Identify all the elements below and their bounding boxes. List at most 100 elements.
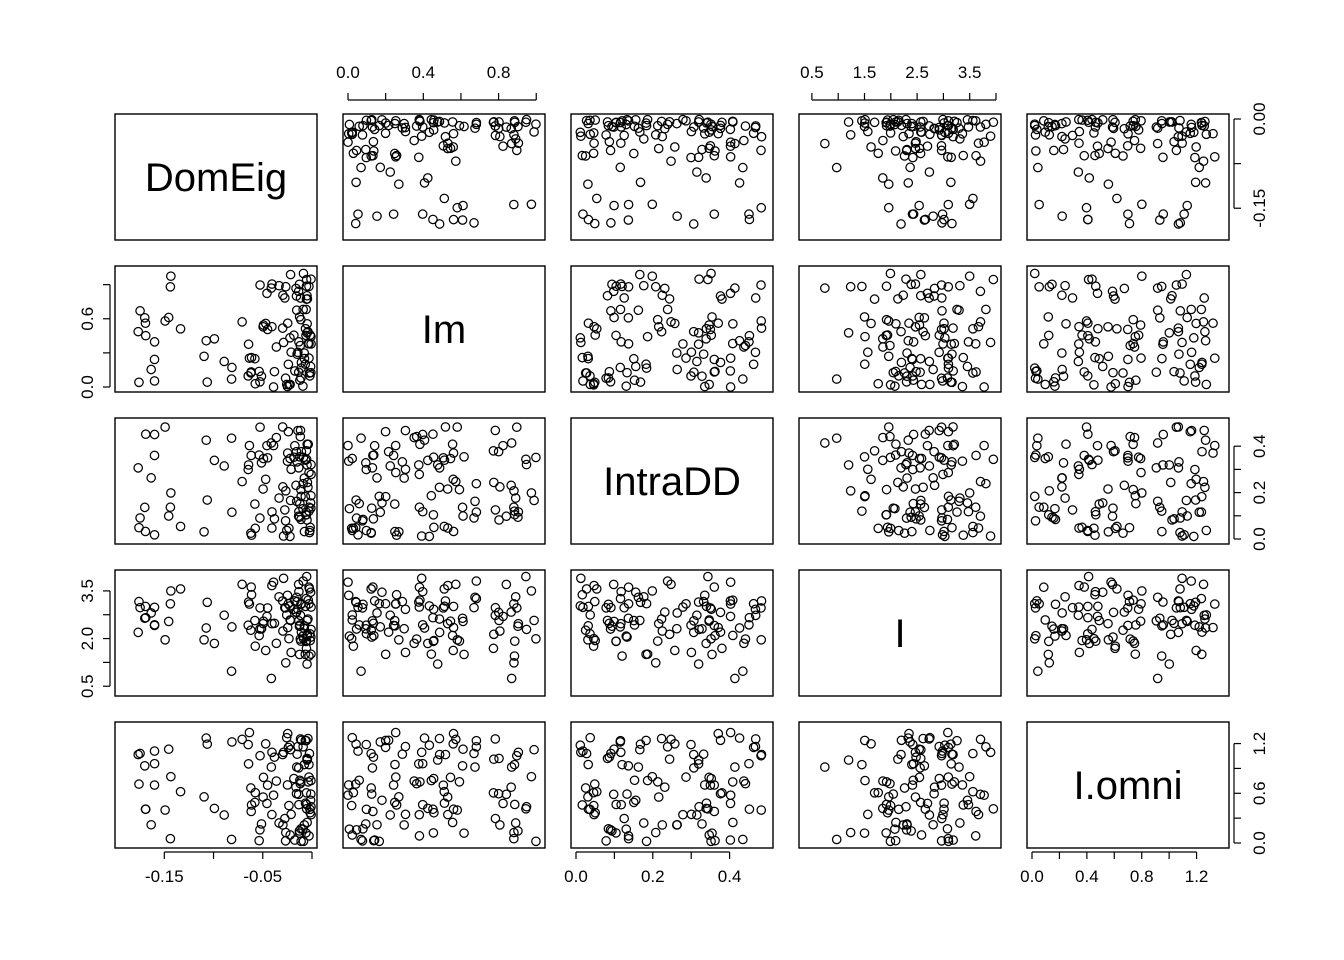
data-point <box>299 621 310 631</box>
data-point <box>294 451 305 462</box>
data-point <box>681 115 691 126</box>
data-point <box>448 128 459 139</box>
data-point <box>1073 356 1084 367</box>
data-point <box>260 474 271 485</box>
data-point <box>903 733 914 743</box>
data-point <box>588 641 599 651</box>
data-point <box>302 290 312 301</box>
data-point <box>608 789 619 800</box>
data-point <box>581 368 592 378</box>
data-point <box>438 780 449 790</box>
data-point <box>367 122 378 132</box>
data-point <box>428 828 439 838</box>
data-point <box>266 673 277 684</box>
data-point <box>988 274 999 285</box>
data-point <box>936 130 947 141</box>
data-point <box>907 354 918 365</box>
data-point <box>227 507 237 518</box>
data-point <box>672 211 683 221</box>
data-point <box>429 522 439 533</box>
data-point <box>938 809 948 820</box>
data-point <box>881 281 892 292</box>
data-point <box>298 452 309 463</box>
data-point <box>226 666 237 677</box>
data-point <box>390 115 401 126</box>
data-point <box>671 348 682 358</box>
data-point <box>1081 634 1092 645</box>
data-point <box>910 747 921 758</box>
data-point <box>1043 117 1054 128</box>
data-point <box>498 440 508 451</box>
data-point <box>949 439 960 450</box>
data-point <box>859 451 870 462</box>
data-point <box>979 382 989 392</box>
data-point <box>509 485 519 496</box>
data-point <box>250 499 260 509</box>
data-point <box>445 772 456 783</box>
data-point <box>924 356 935 367</box>
data-point <box>629 375 640 386</box>
data-point <box>975 476 986 487</box>
data-point <box>744 804 755 815</box>
data-point <box>448 214 459 225</box>
data-point <box>140 429 151 440</box>
data-point <box>911 366 921 377</box>
data-point <box>922 798 933 809</box>
data-point <box>890 381 900 391</box>
data-point <box>283 742 294 753</box>
data-point <box>985 531 996 541</box>
data-point <box>347 610 358 620</box>
data-point <box>725 798 736 809</box>
data-point <box>1043 330 1054 341</box>
data-point <box>417 506 428 517</box>
data-point <box>642 331 653 342</box>
data-point <box>278 573 289 584</box>
data-point <box>656 326 667 337</box>
data-point <box>1108 367 1118 378</box>
data-point <box>367 763 378 773</box>
data-point <box>368 150 378 161</box>
data-point <box>237 734 247 745</box>
data-point <box>882 522 893 533</box>
data-point <box>740 634 751 644</box>
data-point <box>258 484 268 494</box>
data-point <box>295 293 306 303</box>
data-point <box>490 602 501 613</box>
data-point <box>1199 293 1210 303</box>
data-point <box>488 643 499 654</box>
data-point <box>369 440 380 451</box>
data-point <box>471 593 482 604</box>
data-point <box>739 776 749 786</box>
data-point <box>281 525 292 536</box>
data-point <box>294 799 304 810</box>
data-point <box>981 304 991 315</box>
data-point <box>1029 119 1040 129</box>
data-point <box>1030 603 1041 613</box>
data-point <box>693 597 704 607</box>
panel-I.omni-vs-I.omni: I.omni <box>1026 721 1230 849</box>
data-point <box>285 601 295 611</box>
data-point <box>1182 200 1193 211</box>
panel-border <box>1026 569 1230 697</box>
data-point <box>1032 596 1042 606</box>
data-point <box>739 638 749 649</box>
data-point <box>641 363 652 373</box>
data-point <box>409 135 420 146</box>
data-point <box>277 749 288 760</box>
data-point <box>1048 377 1059 387</box>
data-point <box>419 733 430 743</box>
data-point <box>581 748 592 759</box>
data-point <box>653 321 664 332</box>
panel-border <box>114 721 318 849</box>
data-point <box>385 810 396 820</box>
data-point <box>922 141 933 152</box>
data-point <box>949 338 960 349</box>
data-point <box>274 280 284 291</box>
data-point <box>283 598 294 609</box>
data-point <box>301 593 311 604</box>
data-point <box>417 619 428 630</box>
data-point <box>641 836 652 847</box>
data-point <box>490 130 501 141</box>
data-point <box>915 122 925 132</box>
data-point <box>388 620 399 631</box>
